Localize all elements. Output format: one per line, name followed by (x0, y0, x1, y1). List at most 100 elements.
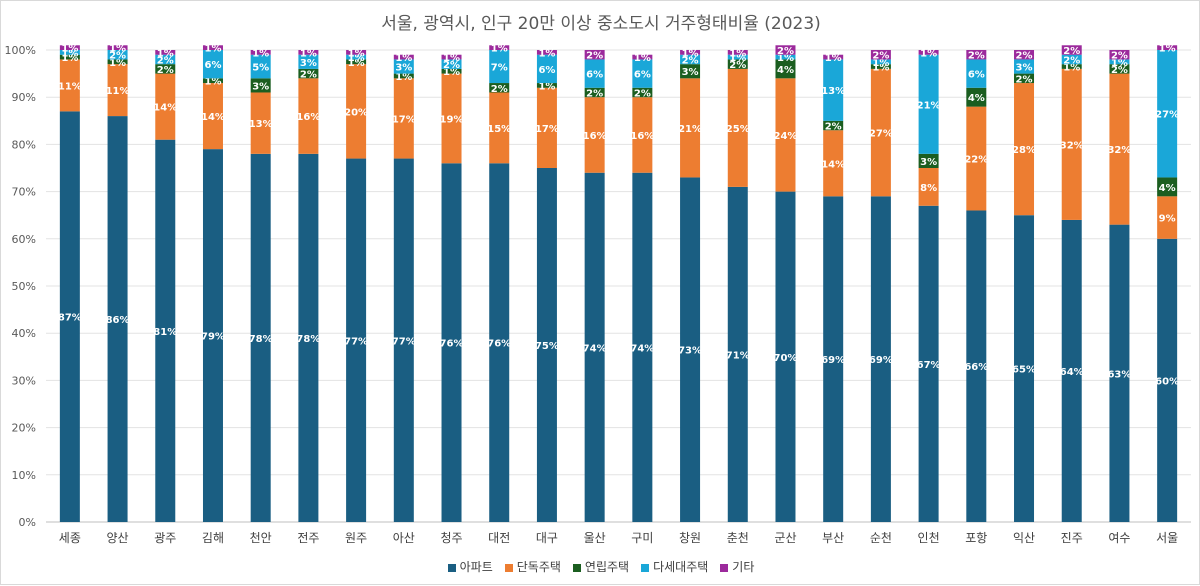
data-label: 2% (109, 51, 126, 62)
bar-segment (107, 64, 128, 117)
bar-segment (1157, 177, 1178, 197)
bar-segment (680, 54, 701, 65)
data-label: 1% (729, 53, 746, 64)
data-label: 2% (872, 51, 889, 62)
data-label: 78% (249, 334, 273, 345)
bar-segment (1061, 64, 1082, 69)
bar-segment (775, 54, 796, 60)
legend-swatch (641, 563, 650, 572)
data-label: 1% (1159, 44, 1176, 55)
data-label: 2% (586, 88, 603, 99)
data-label: 64% (1060, 367, 1084, 378)
bar-segment (823, 130, 844, 197)
data-label: 3% (252, 81, 269, 92)
legend-label: 기타 (732, 560, 755, 574)
x-tick-label: 춘천 (727, 530, 749, 545)
data-label: 77% (392, 336, 416, 347)
data-label: 24% (774, 131, 798, 142)
y-tick-label: 60% (12, 233, 36, 246)
bar-segment (346, 50, 367, 55)
bar-segment (966, 87, 987, 107)
bar-segment (966, 210, 987, 523)
bar-segment (966, 59, 987, 88)
data-label: 2% (1111, 65, 1128, 76)
bar-segment (1109, 64, 1130, 74)
data-label: 1% (729, 48, 746, 59)
data-label: 77% (344, 336, 368, 347)
bar-segment (489, 45, 510, 50)
legend-label: 다세대주택 (653, 560, 709, 574)
data-label: 2% (157, 55, 174, 66)
bar-segment (202, 50, 223, 79)
data-label: 1% (348, 53, 365, 64)
bar-segment (966, 50, 987, 60)
legend-swatch (504, 563, 513, 572)
bar-segment (441, 59, 462, 69)
data-label: 2% (682, 55, 699, 66)
bar-segment (202, 45, 223, 50)
bar-segment (584, 50, 605, 60)
bar-segment (823, 196, 844, 522)
bar-segment (250, 78, 271, 93)
y-tick-label: 90% (12, 91, 36, 104)
data-label: 32% (1107, 145, 1131, 156)
legend-item: 연립주택 (572, 558, 629, 575)
legend-item: 다세대주택 (641, 558, 708, 575)
data-label: 76% (440, 339, 464, 350)
x-tick-label: 부산 (822, 531, 844, 545)
x-tick-label: 청주 (440, 531, 462, 545)
bar-segment (775, 78, 796, 192)
data-label: 71% (726, 350, 750, 361)
data-label: 19% (440, 114, 464, 125)
chart-title: 서울, 광역시, 인구 20만 이상 중소도시 거주형태비율 (2023) (381, 14, 821, 34)
bar-segment (775, 191, 796, 522)
bar-segment (155, 54, 176, 65)
bar-segment (1157, 196, 1178, 239)
data-label: 7% (491, 63, 508, 74)
x-tick-label: 순천 (870, 530, 892, 545)
bar-segment (298, 50, 319, 55)
data-label: 14% (821, 159, 845, 170)
bar-segment (250, 92, 271, 154)
data-label: 2% (1063, 55, 1080, 66)
bar-segment (1109, 50, 1130, 60)
bar-segment (680, 78, 701, 178)
data-label: 4% (968, 93, 985, 104)
data-label: 76% (487, 339, 511, 350)
bar-segment (1061, 45, 1082, 55)
x-tick-label: 포항 (965, 531, 987, 545)
legend-swatch (720, 563, 729, 572)
x-tick-label: 대구 (536, 531, 558, 545)
bar-segment (298, 68, 319, 79)
data-label: 2% (443, 60, 460, 71)
bar-segment (489, 163, 510, 522)
bar-segment (1157, 238, 1178, 523)
bar-segment (346, 59, 367, 65)
bar-segment (1109, 59, 1130, 65)
bar-segment (1014, 73, 1035, 84)
bar-segment (202, 78, 223, 84)
data-label: 21% (678, 124, 702, 135)
bar-segment (1109, 224, 1130, 522)
data-label: 6% (586, 70, 603, 81)
bar-segment (680, 64, 701, 79)
bar-segment (1157, 45, 1178, 50)
bar-segment (1014, 50, 1035, 60)
data-label: 32% (1060, 140, 1084, 151)
data-label: 2% (729, 60, 746, 71)
data-label: 69% (869, 355, 893, 366)
data-label: 1% (300, 48, 317, 59)
bar-segment (775, 59, 796, 79)
data-label: 6% (204, 60, 221, 71)
bar-segment (727, 50, 748, 55)
data-label: 14% (153, 103, 177, 114)
x-tick-label: 김해 (202, 531, 224, 545)
y-tick-label: 10% (12, 469, 36, 482)
bar-segment (918, 205, 939, 522)
x-tick-label: 천안 (250, 530, 272, 545)
bar-segment (346, 158, 367, 522)
data-label: 2% (968, 51, 985, 62)
bar-segment (298, 54, 319, 69)
